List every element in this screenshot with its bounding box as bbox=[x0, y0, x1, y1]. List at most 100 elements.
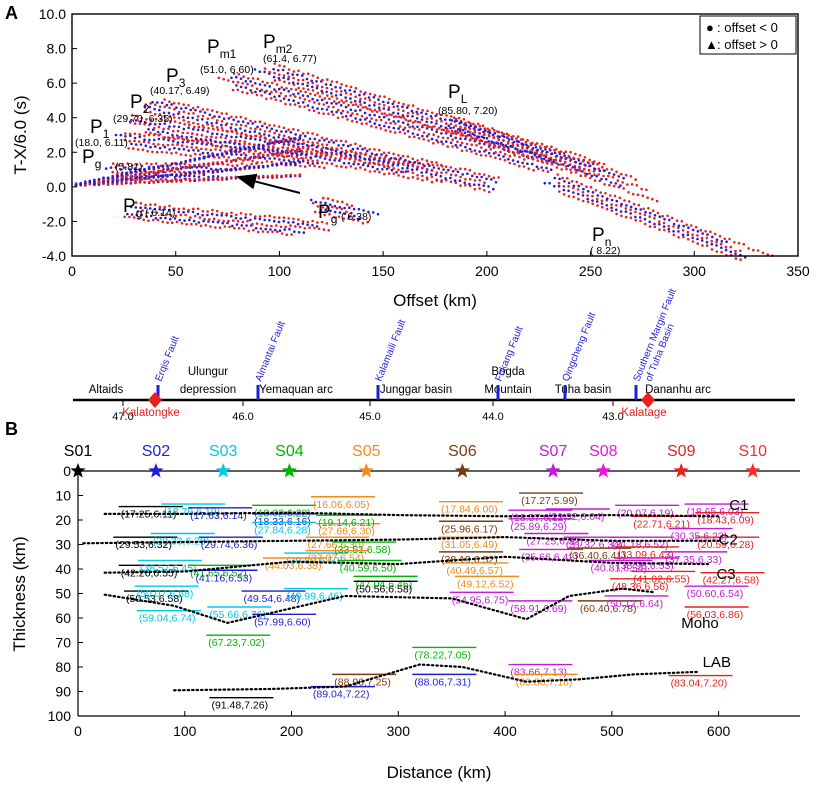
a-data-point bbox=[229, 126, 233, 129]
a-data-point bbox=[354, 142, 357, 146]
a-data-point bbox=[330, 146, 334, 150]
a-data-point bbox=[138, 174, 142, 177]
a-data-point bbox=[500, 131, 504, 134]
a-data-point bbox=[187, 120, 190, 124]
a-data-point bbox=[306, 81, 310, 85]
a-data-point bbox=[265, 89, 268, 93]
a-data-point bbox=[326, 206, 329, 210]
a-data-point bbox=[501, 143, 505, 147]
a-data-point bbox=[218, 226, 222, 229]
a-data-point bbox=[349, 114, 353, 117]
a-data-point bbox=[488, 143, 492, 147]
a-data-point bbox=[175, 173, 178, 177]
a-data-point bbox=[368, 104, 371, 107]
a-data-point bbox=[425, 135, 429, 138]
a-data-point bbox=[197, 125, 201, 129]
a-data-point bbox=[320, 107, 324, 111]
a-data-point bbox=[293, 150, 297, 153]
a-data-point bbox=[163, 208, 166, 211]
a-data-point bbox=[269, 228, 272, 231]
a-data-point bbox=[502, 132, 506, 136]
a-data-point bbox=[148, 138, 151, 142]
layer-velocity-label: (27.84,6.28) bbox=[254, 524, 311, 536]
a-data-point bbox=[572, 195, 575, 199]
a-data-point bbox=[223, 225, 227, 228]
a-data-point bbox=[522, 165, 526, 168]
a-data-point bbox=[582, 187, 585, 191]
a-ytick-label: 10.0 bbox=[39, 6, 66, 22]
a-data-point bbox=[435, 113, 439, 116]
a-data-point bbox=[481, 124, 485, 127]
station-name: S03 bbox=[209, 443, 238, 460]
a-data-point bbox=[478, 187, 481, 190]
a-data-point bbox=[491, 127, 494, 130]
a-data-point bbox=[381, 163, 385, 166]
a-data-point bbox=[603, 169, 606, 172]
a-data-point bbox=[581, 170, 584, 173]
a-data-point bbox=[330, 151, 334, 154]
a-data-point bbox=[315, 80, 318, 83]
a-data-point bbox=[273, 124, 276, 127]
layer-velocity-label: (56.03,6.86) bbox=[687, 609, 744, 621]
panel-b-x-ticks: 0 100 200 300 400 500 600 bbox=[74, 711, 731, 739]
a-ytick-label: -4.0 bbox=[42, 248, 66, 264]
lat-tick-label: 46.0 bbox=[232, 411, 253, 423]
a-data-point bbox=[145, 177, 148, 181]
a-data-point bbox=[430, 111, 434, 115]
a-data-point bbox=[215, 209, 219, 213]
a-data-point bbox=[306, 72, 310, 75]
a-data-point bbox=[387, 106, 391, 109]
a-data-point bbox=[729, 245, 733, 249]
a-data-point bbox=[724, 245, 728, 249]
a-data-point bbox=[402, 128, 405, 132]
a-data-point bbox=[172, 207, 176, 210]
a-data-point bbox=[340, 155, 343, 158]
a-data-point bbox=[129, 121, 132, 124]
a-data-point bbox=[510, 135, 513, 139]
a-data-point bbox=[454, 132, 458, 136]
a-data-point bbox=[292, 99, 295, 102]
a-data-point bbox=[494, 151, 497, 154]
a-data-point bbox=[425, 127, 429, 130]
b-xtick-label: 600 bbox=[707, 723, 731, 739]
layer-velocity-label: (78.22,7.05) bbox=[414, 649, 471, 661]
a-data-point bbox=[449, 173, 453, 177]
a-data-point bbox=[184, 178, 187, 181]
a-data-point bbox=[488, 129, 491, 132]
a-data-point bbox=[263, 70, 266, 74]
a-data-point bbox=[153, 207, 157, 211]
a-data-point bbox=[613, 194, 617, 198]
a-data-point bbox=[408, 135, 411, 139]
a-data-point bbox=[370, 124, 373, 128]
a-data-point bbox=[430, 168, 434, 172]
a-data-point bbox=[212, 175, 215, 178]
a-data-point bbox=[182, 138, 186, 141]
a-data-point bbox=[445, 130, 448, 133]
a-data-point bbox=[463, 131, 467, 135]
a-data-point bbox=[249, 119, 252, 123]
a-data-point bbox=[620, 172, 623, 176]
a-data-point bbox=[222, 219, 225, 223]
a-data-point bbox=[186, 131, 189, 135]
a-data-point bbox=[293, 103, 297, 106]
a-data-point bbox=[559, 158, 562, 161]
a-data-point bbox=[418, 121, 422, 124]
a-data-point bbox=[340, 207, 344, 211]
a-data-point bbox=[349, 149, 353, 153]
a-data-point bbox=[216, 153, 219, 156]
a-data-point bbox=[363, 153, 367, 156]
a-ytick-label: 4.0 bbox=[47, 110, 67, 126]
a-data-point bbox=[606, 197, 609, 200]
a-data-point bbox=[560, 156, 563, 159]
a-data-point bbox=[454, 124, 458, 127]
layer-velocity-label: (83.66,7.13) bbox=[510, 667, 567, 679]
layer-velocity-label: (67.23,7.02) bbox=[208, 637, 265, 649]
a-data-point bbox=[175, 162, 178, 165]
a-data-point bbox=[487, 133, 491, 137]
a-data-point bbox=[267, 134, 271, 137]
a-data-point bbox=[187, 104, 190, 107]
a-data-point bbox=[411, 115, 414, 118]
a-data-point bbox=[306, 94, 310, 98]
a-data-point bbox=[184, 106, 188, 110]
station-name: S02 bbox=[142, 443, 171, 460]
